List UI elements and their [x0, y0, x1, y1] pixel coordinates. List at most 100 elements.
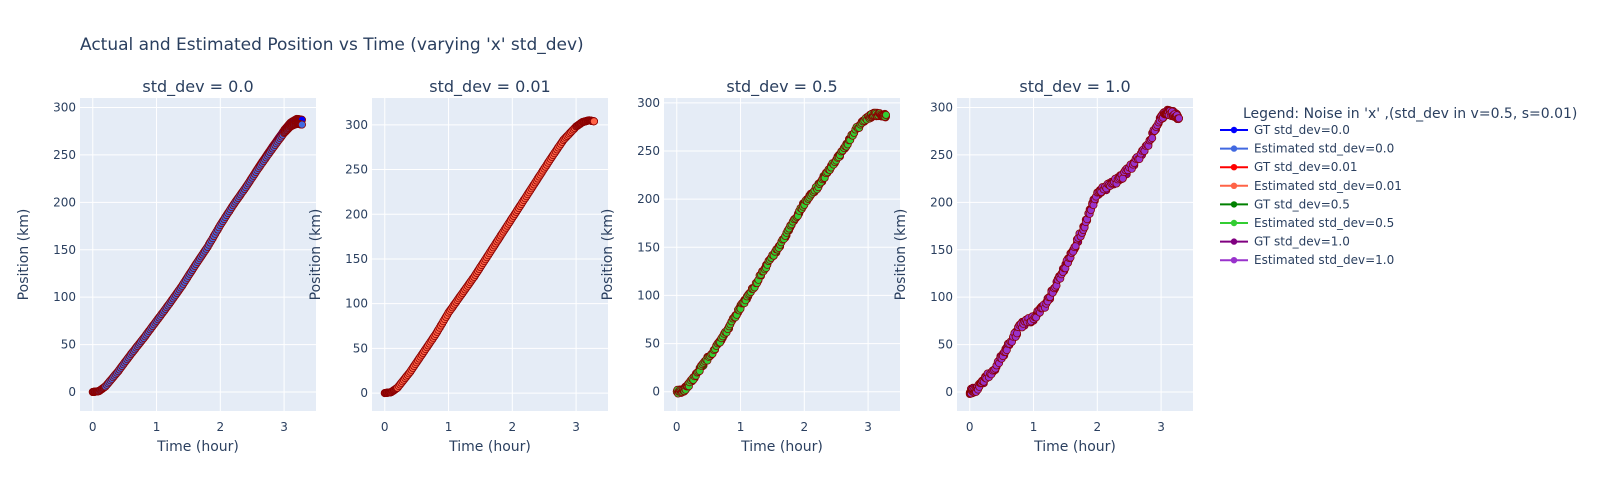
y-axis-label: Position (km)	[308, 209, 324, 301]
legend-item[interactable]: Estimated std_dev=0.01	[1220, 179, 1402, 193]
y-tick-label: 150	[345, 252, 368, 266]
data-point	[1071, 242, 1080, 251]
y-tick-label: 0	[945, 385, 953, 399]
data-point	[1118, 174, 1127, 183]
legend-items: GT std_dev=0.0 Estimated std_dev=0.0 GT st…	[1220, 123, 1402, 267]
subplot-title: std_dev = 0.01	[429, 77, 550, 97]
y-tick-label: 250	[345, 163, 368, 177]
subplot-title: std_dev = 1.0	[1019, 77, 1130, 97]
y-tick-label: 200	[930, 195, 953, 209]
y-tick-label: 200	[345, 207, 368, 221]
legend-label: Estimated std_dev=0.0	[1254, 142, 1394, 156]
legend-item[interactable]: Estimated std_dev=1.0	[1220, 253, 1394, 267]
y-tick-label: 50	[61, 338, 76, 352]
y-tick-label: 250	[637, 144, 660, 158]
series-2	[965, 106, 1184, 398]
y-tick-label: 0	[652, 385, 660, 399]
y-tick-label: 150	[930, 243, 953, 257]
x-tick-label: 1	[737, 420, 745, 434]
x-tick-label: 2	[217, 420, 225, 434]
legend-item[interactable]: GT std_dev=0.0	[1220, 123, 1350, 137]
y-tick-label: 250	[53, 148, 76, 162]
y-tick-label: 100	[53, 290, 76, 304]
y-tick-label: 200	[637, 192, 660, 206]
x-axis-label: Time (hour)	[448, 439, 531, 455]
x-tick-label: 3	[864, 420, 872, 434]
legend-item[interactable]: Estimated std_dev=0.0	[1220, 142, 1394, 156]
y-tick-label: 50	[645, 337, 660, 351]
y-tick-label: 100	[637, 288, 660, 302]
x-axis-label: Time (hour)	[1033, 439, 1116, 455]
legend-item[interactable]: GT std_dev=0.5	[1220, 197, 1350, 211]
x-tick-label: 1	[153, 420, 161, 434]
legend-marker	[1230, 182, 1238, 189]
y-axis-label: Position (km)	[893, 209, 909, 301]
y-tick-label: 50	[353, 341, 368, 355]
legend-marker	[1230, 219, 1238, 227]
subplot-2: 0 50 100 150 200 250 300 0 1 2 3 std_dev = 0.01 Time…	[308, 77, 608, 455]
y-tick-label: 150	[637, 240, 660, 254]
legend-item[interactable]: Estimated std_dev=0.5	[1220, 216, 1394, 230]
x-tick-label: 0	[966, 420, 974, 434]
subplot-3: 0 50 100 150 200 250 300 0 1 2 3 std_dev = 0.5 Time …	[600, 77, 900, 455]
x-tick-label: 2	[1094, 420, 1102, 434]
legend-item[interactable]: GT std_dev=0.01	[1220, 160, 1357, 174]
data-point	[297, 120, 306, 129]
legend-marker	[1230, 201, 1238, 208]
legend-item[interactable]: GT std_dev=1.0	[1220, 235, 1350, 249]
x-tick-label: 3	[1157, 420, 1165, 434]
y-axis-label: Position (km)	[600, 209, 616, 301]
data-point	[590, 117, 599, 126]
x-tick-label: 3	[572, 420, 580, 434]
legend: Legend: Noise in 'x' ,(std_dev in v=0.5,…	[1220, 106, 1577, 267]
y-tick-label: 300	[345, 118, 368, 132]
y-tick-label: 150	[53, 243, 76, 257]
figure-title: Actual and Estimated Position vs Time (v…	[80, 35, 584, 55]
x-axis-label: Time (hour)	[740, 439, 823, 455]
y-tick-label: 250	[930, 148, 953, 162]
data-point	[882, 110, 891, 119]
y-tick-label: 300	[53, 100, 76, 114]
y-tick-label: 50	[938, 338, 953, 352]
y-tick-label: 0	[360, 386, 368, 400]
legend-title: Legend: Noise in 'x' ,(std_dev in v=0.5,…	[1243, 106, 1577, 122]
legend-label: GT std_dev=0.01	[1254, 160, 1357, 174]
legend-marker	[1230, 145, 1238, 152]
x-axis-label: Time (hour)	[156, 439, 239, 455]
legend-label: GT std_dev=0.0	[1254, 123, 1350, 137]
y-tick-label: 0	[68, 385, 76, 399]
y-tick-label: 200	[53, 195, 76, 209]
legend-label: Estimated std_dev=0.01	[1254, 179, 1402, 193]
y-tick-label: 100	[930, 290, 953, 304]
series-2	[380, 116, 599, 398]
y-tick-label: 100	[345, 297, 368, 311]
x-tick-label: 0	[673, 420, 681, 434]
legend-marker	[1230, 164, 1238, 171]
y-axis-label: Position (km)	[16, 209, 32, 301]
x-tick-label: 3	[280, 420, 288, 434]
x-tick-label: 1	[445, 420, 453, 434]
legend-label: GT std_dev=1.0	[1254, 235, 1350, 249]
subplot-title: std_dev = 0.0	[142, 77, 253, 97]
data-point	[1148, 134, 1157, 143]
legend-marker	[1230, 257, 1238, 264]
x-tick-label: 1	[1030, 420, 1038, 434]
legend-marker	[1230, 126, 1238, 134]
x-tick-label: 0	[381, 420, 389, 434]
subplot-title: std_dev = 0.5	[726, 77, 837, 97]
subplot-1: 0 50 100 150 200 250 300 0 1 2 3 std_dev = 0.0 Time …	[16, 77, 316, 455]
series-2	[672, 108, 891, 398]
subplot-4: 0 50 100 150 200 250 300 0 1 2 3 std_dev = 1.0 Time …	[893, 77, 1193, 455]
y-tick-label: 300	[930, 100, 953, 114]
legend-label: Estimated std_dev=0.5	[1254, 216, 1394, 230]
y-tick-label: 300	[637, 96, 660, 110]
x-tick-label: 2	[509, 420, 517, 434]
x-tick-label: 2	[801, 420, 809, 434]
series-2	[88, 119, 306, 396]
x-tick-label: 0	[89, 420, 97, 434]
legend-label: Estimated std_dev=1.0	[1254, 253, 1394, 267]
legend-marker	[1230, 238, 1238, 245]
data-point	[1175, 114, 1184, 123]
